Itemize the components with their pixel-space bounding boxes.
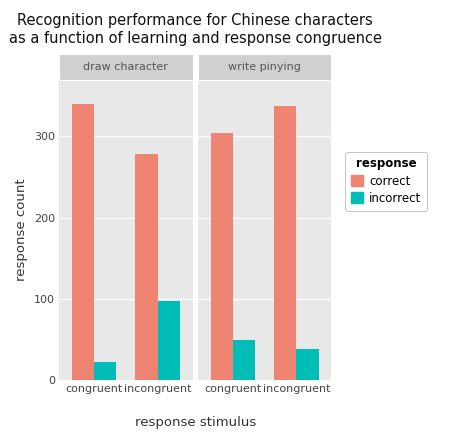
Legend: correct, incorrect: correct, incorrect bbox=[345, 152, 427, 211]
Y-axis label: response count: response count bbox=[15, 179, 28, 281]
Bar bbox=[233, 339, 255, 380]
Bar bbox=[94, 362, 116, 380]
FancyBboxPatch shape bbox=[59, 54, 192, 80]
Text: Recognition performance for Chinese characters
as a function of learning and res: Recognition performance for Chinese char… bbox=[9, 13, 382, 46]
Bar bbox=[296, 349, 319, 380]
Text: draw character: draw character bbox=[84, 62, 168, 72]
Bar bbox=[274, 106, 296, 380]
Bar bbox=[72, 104, 94, 380]
Text: response stimulus: response stimulus bbox=[134, 416, 256, 429]
Bar bbox=[135, 154, 158, 380]
FancyBboxPatch shape bbox=[198, 54, 331, 80]
Bar bbox=[158, 301, 180, 380]
Text: write pinying: write pinying bbox=[228, 62, 301, 72]
Bar bbox=[211, 133, 233, 380]
